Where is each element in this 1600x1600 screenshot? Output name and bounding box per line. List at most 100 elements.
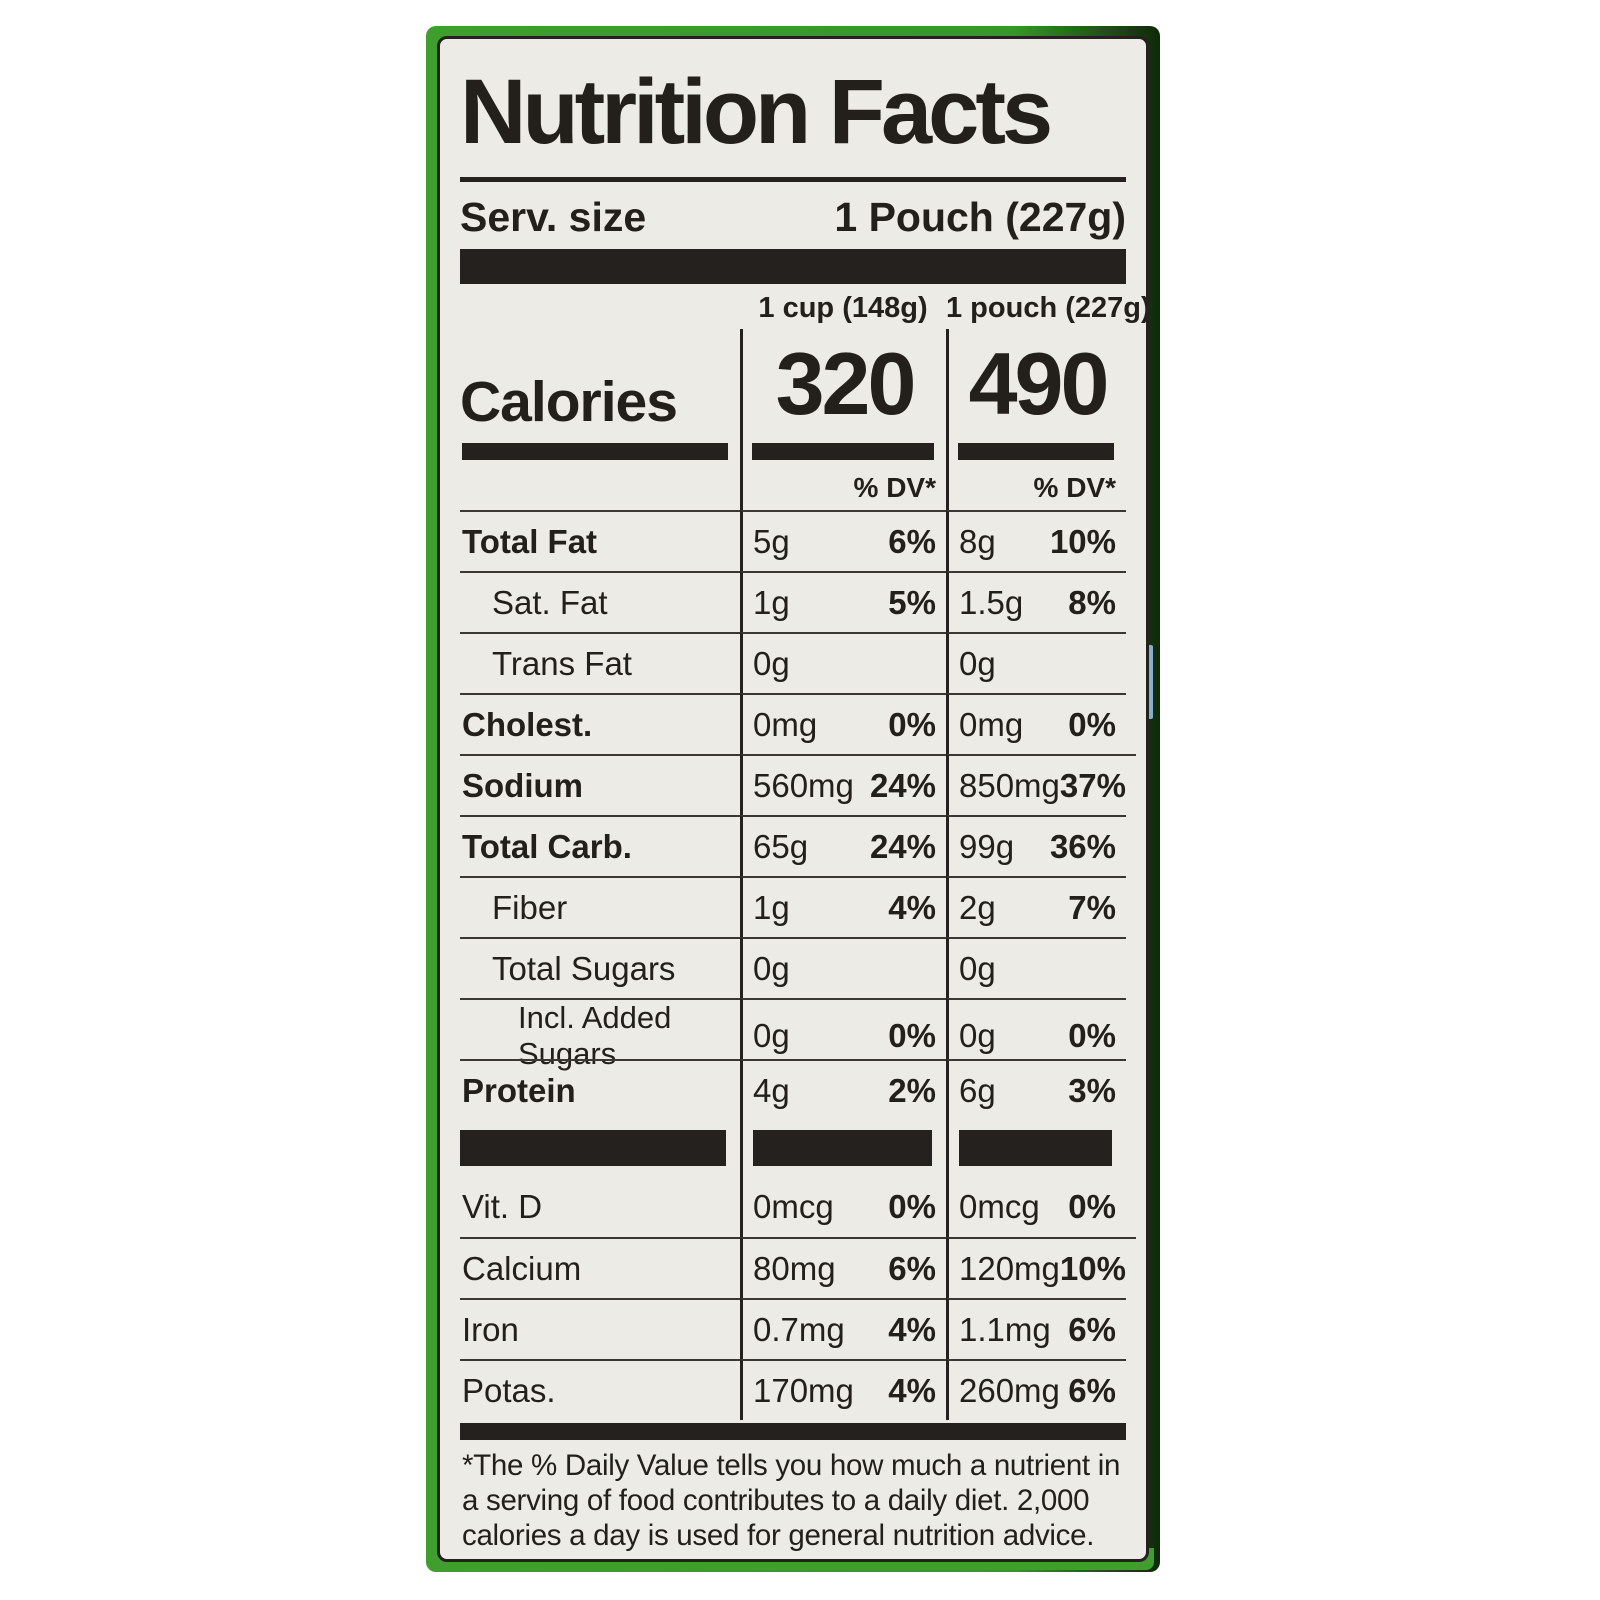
nutrient-name: Sodium	[460, 754, 740, 815]
pouch-cell: 260mg 6%	[946, 1359, 1126, 1420]
nutrient-name: Protein	[460, 1059, 740, 1120]
cup-amount: 1g	[753, 583, 790, 621]
cup-dv: 4%	[888, 1371, 936, 1409]
mineral-row-iron: Iron 0.7mg 4% 1.1mg 6%	[460, 1298, 1126, 1359]
nutrient-name: Incl. Added Sugars	[460, 998, 740, 1072]
nutrient-name: Fiber	[460, 876, 740, 937]
pouch-cell: 0g 0%	[946, 998, 1126, 1072]
nutrient-row-total-sugars: Total Sugars 0g 0g	[460, 937, 1126, 998]
cup-cell: 0.7mg 4%	[740, 1298, 946, 1359]
cup-cell: 5g 6%	[740, 510, 946, 571]
calories-row: Calories 320 490	[460, 329, 1126, 439]
nutrient-row-added-sugars: Incl. Added Sugars 0g 0% 0g 0%	[460, 998, 1126, 1072]
pouch-dv: 0%	[1068, 1017, 1116, 1054]
pouch-dv: 0%	[1068, 705, 1116, 743]
pouch-amount: 6g	[959, 1071, 996, 1109]
cup-amount: 0.7mg	[753, 1310, 845, 1348]
section-bar-top	[460, 249, 1126, 284]
nutrient-row-sat-fat: Sat. Fat 1g 5% 1.5g 8%	[460, 571, 1126, 632]
cup-amount: 80mg	[753, 1249, 836, 1287]
nutrient-row-protein: Protein 4g 2% 6g 3%	[460, 1059, 1126, 1120]
pouch-cell: 1.1mg 6%	[946, 1298, 1126, 1359]
pouch-dv: 36%	[1049, 827, 1116, 865]
cup-dv: 6%	[888, 522, 936, 560]
divider-bar-cup-col	[740, 1120, 946, 1176]
nutrient-row-total-fat: Total Fat 5g 6% 8g 10%	[460, 510, 1126, 571]
pouch-cell: 850mg 37%	[946, 754, 1136, 815]
cup-amount: 170mg	[753, 1371, 854, 1409]
pouch-cell: 1.5g 8%	[946, 571, 1126, 632]
pouch-cell: 0g	[946, 632, 1126, 693]
nutrition-facts-label: Nutrition Facts Serv. size 1 Pouch (227g…	[437, 36, 1149, 1562]
cup-cell: 560mg 24%	[740, 754, 946, 815]
pouch-amount: 2g	[959, 888, 996, 926]
calories-underline-cup-col	[740, 439, 946, 465]
pouch-amount: 99g	[959, 827, 1015, 865]
pouch-amount: 0mg	[959, 705, 1024, 743]
calories-pouch-value: 490	[946, 329, 1126, 439]
title-rule	[460, 177, 1126, 182]
pouch-dv: 3%	[1068, 1071, 1116, 1109]
cup-cell: 0g	[740, 632, 946, 693]
column-header-cup: 1 cup (148g)	[758, 292, 928, 324]
cup-amount: 5g	[753, 522, 790, 560]
cup-cell: 80mg 6%	[740, 1237, 946, 1298]
cup-cell: 1g 4%	[740, 876, 946, 937]
nutrient-name: Total Fat	[460, 510, 740, 571]
pouch-cell: 0mg 0%	[946, 693, 1126, 754]
pouch-cell: 120mg 10%	[946, 1237, 1136, 1298]
cup-dv: 24%	[869, 766, 936, 804]
cup-amount: 0g	[753, 1017, 790, 1054]
calories-cup-value: 320	[740, 329, 946, 439]
mineral-row-potassium: Potas. 170mg 4% 260mg 6%	[460, 1359, 1126, 1420]
pouch-amount: 0mcg	[959, 1187, 1040, 1225]
column-header-pouch: 1 pouch (227g)	[946, 292, 1149, 324]
cup-amount: 560mg	[753, 766, 854, 804]
daily-value-footnote: *The % Daily Value tells you how much a …	[462, 1449, 1121, 1552]
serving-size-value: 1 Pouch (227g)	[834, 194, 1126, 240]
nutrient-row-trans-fat: Trans Fat 0g 0g	[460, 632, 1126, 693]
cup-dv: 0%	[888, 1187, 936, 1225]
pouch-dv: 10%	[1059, 1249, 1126, 1287]
pouch-dv: 6%	[1068, 1371, 1116, 1409]
serving-size-label: Serv. size	[460, 194, 647, 240]
cup-cell: 65g 24%	[740, 815, 946, 876]
nutrient-row-sodium: Sodium 560mg 24% 850mg 37%	[460, 754, 1136, 815]
pouch-cell: 8g 10%	[946, 510, 1126, 571]
serving-size-row: Serv. size 1 Pouch (227g)	[460, 188, 1126, 249]
pouch-amount: 120mg	[959, 1249, 1060, 1287]
mineral-name: Potas.	[460, 1359, 740, 1420]
pouch-cell: 0mcg 0%	[946, 1176, 1126, 1237]
pouch-dv: 10%	[1049, 522, 1116, 560]
cup-dv: 0%	[888, 705, 936, 743]
cup-dv: 5%	[888, 583, 936, 621]
pouch-amount: 1.5g	[959, 583, 1024, 621]
divider-bar-name-col	[460, 1120, 740, 1176]
cup-cell: 4g 2%	[740, 1059, 946, 1120]
section-divider-bar-row	[460, 1120, 1126, 1176]
cup-amount: 4g	[753, 1071, 790, 1109]
daily-value-header-row: % DV* % DV*	[460, 465, 1126, 510]
cup-dv: 6%	[888, 1249, 936, 1287]
calories-underline-pouch-col	[946, 439, 1126, 465]
pouch-amount: 0g	[959, 949, 996, 987]
cup-cell: 170mg 4%	[740, 1359, 946, 1420]
pouch-dv: 6%	[1068, 1310, 1116, 1348]
divider-bar-pouch-col	[946, 1120, 1126, 1176]
mineral-name: Calcium	[460, 1237, 740, 1298]
dv-header-cup: % DV*	[740, 465, 946, 510]
cup-dv: 0%	[888, 1017, 936, 1054]
pouch-cell: 6g 3%	[946, 1059, 1126, 1120]
cup-amount: 0mcg	[753, 1187, 834, 1225]
pouch-dv: 7%	[1068, 888, 1116, 926]
column-header-spacer	[460, 284, 740, 329]
footnote-divider-bar	[460, 1423, 1126, 1440]
cup-dv: 2%	[888, 1071, 936, 1109]
pouch-dv: 8%	[1068, 583, 1116, 621]
nutrient-row-fiber: Fiber 1g 4% 2g 7%	[460, 876, 1126, 937]
pouch-amount: 260mg	[959, 1371, 1060, 1409]
pouch-cell: 2g 7%	[946, 876, 1126, 937]
pouch-amount: 850mg	[959, 766, 1060, 804]
pouch-dv: 0%	[1068, 1187, 1116, 1225]
